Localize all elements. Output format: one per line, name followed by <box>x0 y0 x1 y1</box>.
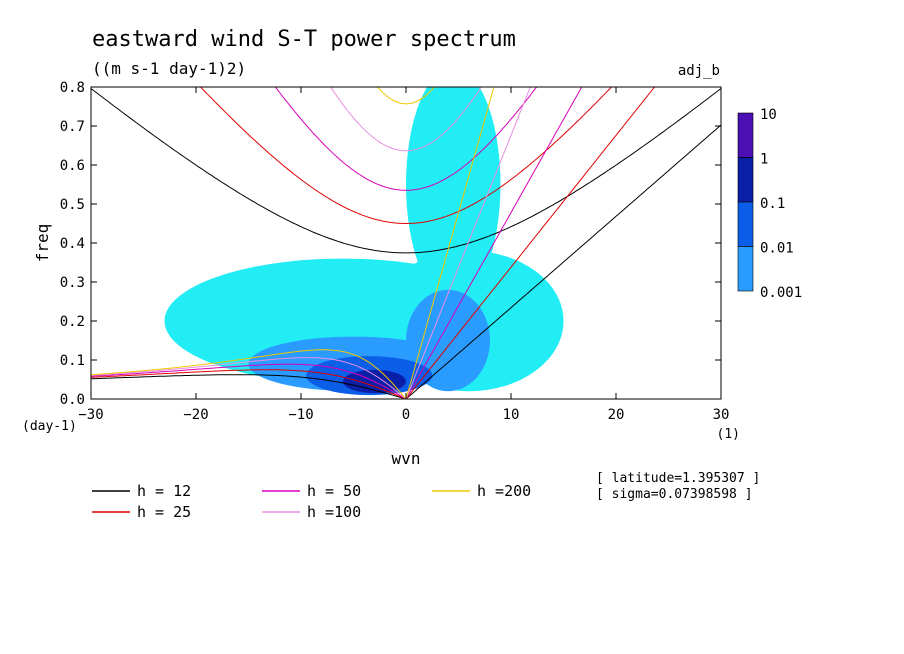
rossby-wave-h25 <box>91 369 407 399</box>
legend-label-h25: h = 25 <box>137 503 191 521</box>
gravity-wave-h200 <box>376 87 436 105</box>
sigma-annotation: [ sigma=0.07398598 ] <box>596 487 753 502</box>
colorbar-swatch <box>737 201 754 247</box>
y-tick-label: 0.6 <box>60 158 85 174</box>
power-region-0.001 <box>406 87 501 302</box>
y-tick-label: 0.8 <box>60 80 85 96</box>
axis-ticks: −30 −20 −10 0 10 20 30 0.0 0.1 0.2 0.3 0.4 0.5 0.6 0.7… <box>60 80 730 423</box>
legend-label-h12: h = 12 <box>137 482 191 500</box>
colorbar-label: 10 <box>760 107 777 123</box>
x-tick-label: 0 <box>402 407 410 423</box>
legend-label-h200: h =200 <box>477 482 531 500</box>
kelvin-wave-h25 <box>405 87 656 399</box>
y-axis-label: freq <box>33 224 52 263</box>
power-region-0.01 <box>406 289 490 392</box>
y-tick-label: 0.3 <box>60 275 85 291</box>
x-tick-label: 10 <box>503 407 520 423</box>
colorbar-swatch <box>737 112 754 158</box>
x-tick-label: −20 <box>183 407 208 423</box>
colorbar-swatch <box>737 246 754 292</box>
y-unit-label: (day-1) <box>22 419 77 434</box>
colorbar: 10 1 0.1 0.01 0.001 <box>737 107 802 301</box>
chart-subtitle: ((m s-1 day-1)2) <box>92 59 246 78</box>
colorbar-label: 1 <box>760 152 768 168</box>
kelvin-wave-h50 <box>405 87 583 399</box>
legend-label-h100: h =100 <box>307 503 361 521</box>
dispersion-curves <box>91 87 721 399</box>
kelvin-wave-h100 <box>405 87 531 399</box>
legend-label-h50: h = 50 <box>307 482 361 500</box>
gravity-wave-h25 <box>199 87 613 225</box>
legend: h = 12 h = 25 h = 50 h =100 h =200 <box>92 482 531 521</box>
y-tick-label: 0.7 <box>60 119 85 135</box>
gravity-wave-h100 <box>330 87 482 152</box>
rossby-wave-h12 <box>91 374 407 399</box>
run-label: adj_b <box>678 63 720 79</box>
rossby-wave-h200 <box>91 349 407 399</box>
colorbar-label: 0.001 <box>760 285 802 301</box>
rossby-wave-h50 <box>91 363 407 399</box>
colorbar-swatch <box>737 157 754 203</box>
x-tick-label: 30 <box>713 407 730 423</box>
y-tick-label: 0.1 <box>60 353 85 369</box>
x-tick-label: −30 <box>78 407 103 423</box>
x-unit-label: (1) <box>717 427 740 442</box>
kelvin-wave-h12 <box>405 124 721 399</box>
y-tick-label: 0.4 <box>60 236 85 252</box>
gravity-wave-h12 <box>91 88 721 254</box>
gravity-wave-h50 <box>274 87 538 191</box>
chart-title: eastward wind S-T power spectrum <box>92 27 516 52</box>
latitude-annotation: [ latitude=1.395307 ] <box>596 471 760 486</box>
y-tick-label: 0.2 <box>60 314 85 330</box>
kelvin-wave-h200 <box>405 87 495 399</box>
x-tick-label: −10 <box>288 407 313 423</box>
colorbar-label: 0.01 <box>760 241 794 257</box>
x-axis-label: wvn <box>392 449 421 468</box>
x-tick-label: 20 <box>608 407 625 423</box>
y-tick-label: 0.5 <box>60 197 85 213</box>
rossby-wave-h100 <box>91 357 407 399</box>
colorbar-label: 0.1 <box>760 196 785 212</box>
power-field <box>164 87 564 396</box>
y-tick-label: 0.0 <box>60 392 85 408</box>
